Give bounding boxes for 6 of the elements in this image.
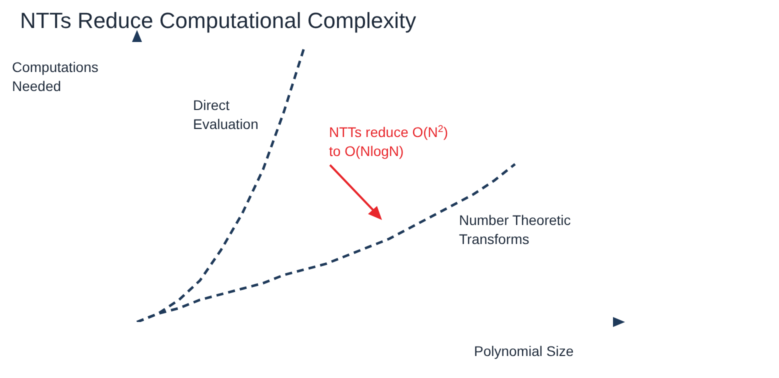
y-axis-title: Computations Needed <box>12 58 100 96</box>
series-label: Number Theoretic Transforms <box>459 211 572 249</box>
text: NTTs reduce O(N$^{2}$) to O(NlogN) <box>329 124 448 159</box>
chart-title: NTTs Reduce Computational Complexity <box>20 8 416 33</box>
x-axis-title: Polynomial Size <box>474 343 574 359</box>
series-label: Direct Evaluation <box>193 96 260 134</box>
